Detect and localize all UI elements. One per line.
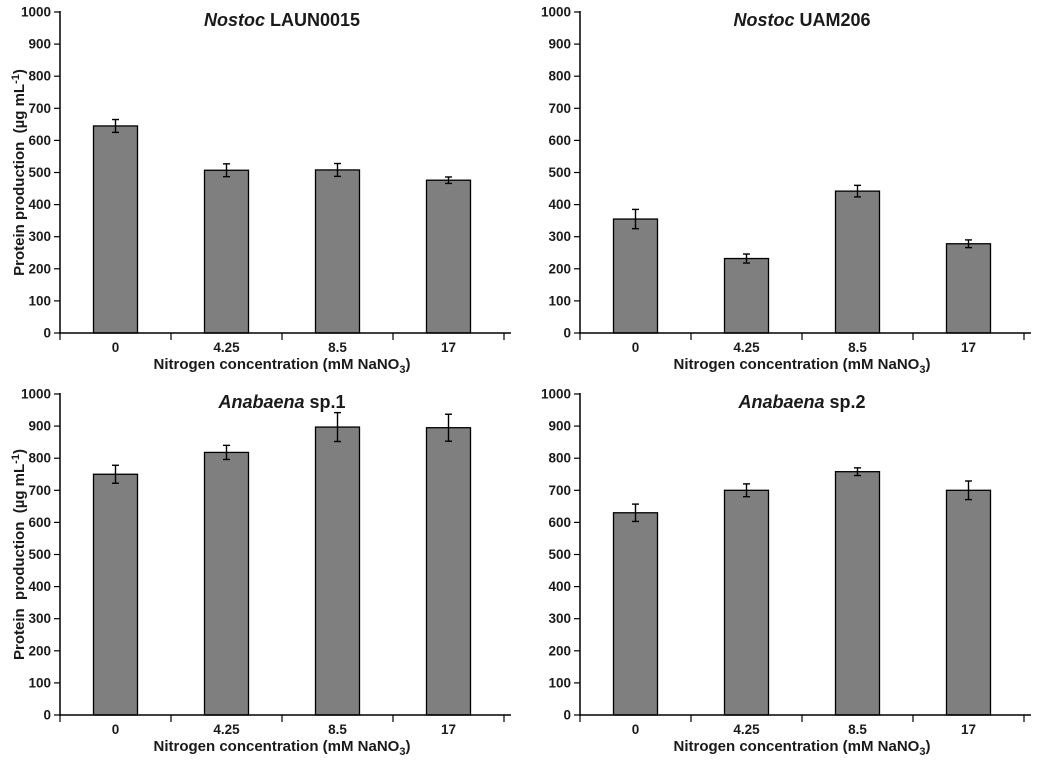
y-tick-label: 500 (548, 165, 571, 180)
chart-title: Nostoc LAUN0015 (204, 10, 360, 30)
y-tick-label: 600 (548, 515, 571, 530)
y-tick-label: 300 (548, 229, 571, 244)
bar (612, 512, 659, 716)
chart-svg: 0 100 200 300 400 500 600 700 800 900 1000 0 4.25 8.5… (541, 5, 1031, 376)
y-tick-label: 0 (43, 708, 51, 723)
y-tick-label: 0 (43, 326, 51, 341)
y-tick-label: 800 (548, 451, 571, 466)
y-tick-label: 900 (548, 37, 571, 52)
y-tick-label: 600 (28, 133, 51, 148)
y-tick-label: 900 (28, 419, 51, 434)
bar (945, 489, 992, 716)
x-tick-label: 0 (112, 722, 120, 737)
y-tick-label: 800 (548, 69, 571, 84)
x-tick-label: 8.5 (328, 722, 347, 737)
bar (92, 473, 139, 716)
x-tick-label: 17 (961, 340, 976, 355)
bar (425, 427, 472, 716)
y-tick-label: 1000 (21, 5, 51, 20)
x-axis-label: Nitrogen concentration (mM NaNO3) (674, 356, 931, 376)
chart-nostoc-uam206: 0 100 200 300 400 500 600 700 800 900 1000 0 4.25 8.5… (520, 0, 1040, 382)
bar (945, 243, 992, 334)
x-tick-label: 0 (632, 340, 640, 355)
y-tick-label: 500 (28, 547, 51, 562)
y-tick-label: 500 (548, 547, 571, 562)
y-tick-label: 700 (548, 101, 571, 116)
x-tick-label: 4.25 (733, 340, 760, 355)
chart-title: Anabaena sp.1 (217, 392, 345, 412)
bar (203, 169, 250, 334)
y-tick-label: 1000 (21, 387, 51, 402)
y-axis-label: Protein production (µg mL-1) (10, 449, 28, 660)
y-axis-label: Protein production (µg mL-1) (10, 69, 28, 276)
x-tick-label: 8.5 (848, 340, 867, 355)
chart-svg: 0 100 200 300 400 500 600 700 800 900 1000 0 4.25 8.5… (541, 387, 1031, 758)
bar (834, 471, 881, 716)
bar (834, 190, 881, 334)
chart-svg: 0 100 200 300 400 500 600 700 800 900 1000 0 4.25 8.5… (10, 5, 511, 376)
x-tick-label: 8.5 (848, 722, 867, 737)
x-axis-label: Nitrogen concentration (mM NaNO3) (674, 738, 931, 758)
chart-title: Nostoc UAM206 (733, 10, 870, 30)
x-tick-label: 0 (632, 722, 640, 737)
y-tick-label: 300 (28, 229, 51, 244)
bar (203, 451, 250, 716)
x-tick-label: 17 (961, 722, 976, 737)
y-tick-label: 200 (28, 261, 51, 276)
y-tick-label: 400 (548, 197, 571, 212)
x-tick-label: 4.25 (733, 722, 760, 737)
y-tick-label: 200 (548, 643, 571, 658)
y-tick-label: 600 (548, 133, 571, 148)
x-tick-label: 17 (441, 722, 456, 737)
y-tick-label: 400 (548, 579, 571, 594)
y-tick-label: 900 (548, 419, 571, 434)
y-tick-label: 700 (28, 101, 51, 116)
x-axis-label: Nitrogen concentration (mM NaNO3) (154, 738, 411, 758)
y-tick-label: 0 (563, 326, 571, 341)
y-tick-label: 800 (28, 69, 51, 84)
chart-nostoc-laun0015: 0 100 200 300 400 500 600 700 800 900 1000 0 4.25 8.5… (0, 0, 520, 382)
y-tick-label: 100 (28, 293, 51, 308)
y-tick-label: 0 (563, 708, 571, 723)
x-tick-label: 4.25 (213, 340, 240, 355)
chart-anabaena-sp2: 0 100 200 300 400 500 600 700 800 900 1000 0 4.25 8.5… (520, 382, 1040, 764)
x-tick-label: 8.5 (328, 340, 347, 355)
bar (425, 179, 472, 334)
y-tick-label: 100 (548, 675, 571, 690)
y-tick-label: 200 (548, 261, 571, 276)
bar (314, 169, 361, 334)
y-tick-label: 300 (548, 611, 571, 626)
x-tick-label: 17 (441, 340, 456, 355)
chart-svg: 0 100 200 300 400 500 600 700 800 900 1000 0 4.25 8.5… (10, 387, 511, 758)
y-tick-label: 300 (28, 611, 51, 626)
y-tick-label: 200 (28, 643, 51, 658)
bar (612, 218, 659, 334)
y-tick-label: 800 (28, 451, 51, 466)
y-tick-label: 1000 (541, 5, 571, 20)
x-tick-label: 4.25 (213, 722, 240, 737)
y-tick-label: 100 (548, 293, 571, 308)
y-tick-label: 100 (28, 675, 51, 690)
x-tick-label: 0 (112, 340, 120, 355)
bar (92, 125, 139, 334)
y-tick-label: 500 (28, 165, 51, 180)
y-tick-label: 600 (28, 515, 51, 530)
y-tick-label: 1000 (541, 387, 571, 402)
chart-anabaena-sp1: 0 100 200 300 400 500 600 700 800 900 1000 0 4.25 8.5… (0, 382, 520, 764)
bar (314, 426, 361, 716)
bar (723, 489, 770, 716)
y-tick-label: 400 (28, 197, 51, 212)
y-tick-label: 700 (28, 483, 51, 498)
chart-title: Anabaena sp.2 (737, 392, 865, 412)
y-tick-label: 400 (28, 579, 51, 594)
x-axis-label: Nitrogen concentration (mM NaNO3) (154, 356, 411, 376)
bar (723, 257, 770, 334)
y-tick-label: 700 (548, 483, 571, 498)
y-tick-label: 900 (28, 37, 51, 52)
